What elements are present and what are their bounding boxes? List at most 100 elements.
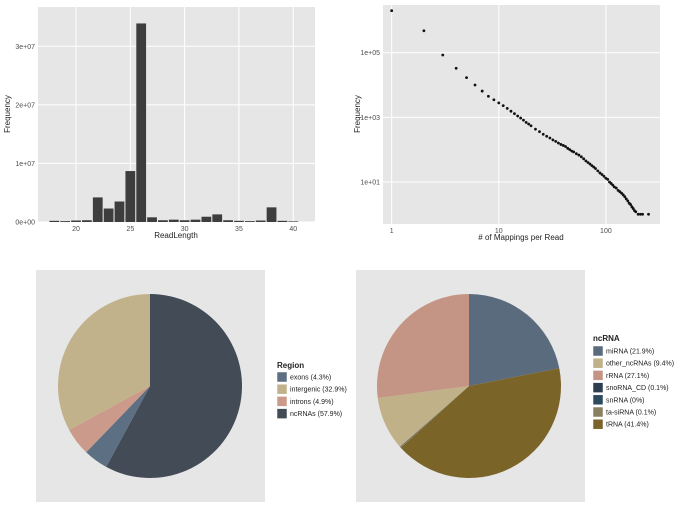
histogram-plot-background [38,7,315,222]
histogram-bar [147,217,157,222]
scatter-point [596,169,600,173]
scatter-point [631,207,635,210]
scatter-point [606,178,610,181]
histogram-bar [179,220,190,222]
scatter-point [441,53,445,57]
scatter-point [574,152,578,156]
histogram-bar [125,171,136,222]
ncrna-pie-slice [377,386,469,447]
scatter-point [541,132,545,136]
histogram-bar [168,219,179,222]
scatter-point [568,148,572,152]
ncrna-legend-swatch [592,418,604,430]
scatter-x-axis-label: # of Mappings per Read [478,233,563,242]
scatter-y-tick-label: 1e+05 [360,50,380,57]
region-legend-label: ncRNAs (57.9%) [290,411,342,418]
histogram-y-tick-label: 1e+07 [15,161,35,168]
scatter-x-tick-label: 1 [390,228,394,235]
scatter-point [538,130,541,134]
scatter-panel: 1 10 100 1e+01 1e+03 1e+05 # of Mappings per… [353,5,660,242]
ncrna-pie-panel: ncRNA miRNA (21.9%) other_ncRNAs (9.4%) rR… [356,270,674,502]
scatter-point [501,104,505,108]
histogram-bar [234,220,244,222]
scatter-point [454,66,458,70]
histogram-x-tick-label: 35 [235,226,243,233]
scatter-point [548,136,552,140]
histogram-y-axis-label: Frequency [3,95,12,133]
scatter-point [534,127,537,131]
ncrna-legend-label: snRNA (0%) [606,397,645,404]
scatter-point [486,94,490,98]
scatter-point [505,106,509,110]
scatter-point [598,171,602,175]
histogram-x-axis-label: ReadLength [154,231,198,240]
histogram-bar [49,220,60,222]
scatter-y-axis-label: Frequency [353,95,362,133]
ncrna-pie-slice [400,386,469,448]
scatter-point [422,29,426,33]
scatter-point [554,140,558,143]
histogram-bar [136,23,147,223]
region-pie-slice [86,386,150,467]
scatter-point [584,159,588,163]
scatter-point [509,109,513,113]
scatter-point [647,212,650,216]
scatter-point [588,162,592,166]
scatter-grid [383,5,660,224]
ncrna-legend-swatch [592,382,604,393]
region-legend-label: exons (4.3%) [290,375,331,382]
scatter-x-ticks: 1 10 100 [390,228,612,235]
ncrna-legend-label: miRNA (21.9%) [606,349,654,356]
scatter-point [586,161,590,164]
scatter-point [390,9,394,13]
region-legend-label: introns (4.9%) [290,399,334,406]
scatter-point [577,153,581,157]
region-legend-swatch [276,383,288,395]
scatter-point [572,150,576,154]
scatter-point [624,197,628,201]
histogram-x-ticks: 20 25 30 35 40 [72,226,297,233]
region-legend: exons (4.3%) intergenic (32.9%) introns (4… [276,371,347,419]
histogram-bar [201,216,212,222]
scatter-y-tick-label: 1e+03 [360,115,380,122]
histogram-bar [60,221,71,222]
scatter-point [623,195,627,199]
scatter-point [527,122,531,126]
scatter-point [579,155,583,159]
ncrna-legend-label: rRNA (27.1%) [606,373,649,380]
histogram-bar [71,220,81,222]
scatter-point [602,174,606,178]
scatter-point [594,167,597,170]
scatter-point [621,193,625,197]
scatter-point [465,76,468,79]
scatter-point [529,124,533,128]
scatter-point [626,199,630,203]
ncrna-legend-swatch [592,357,604,369]
scatter-point [629,203,632,206]
scatter-point [582,157,586,161]
scatter-point [480,89,484,93]
ncrna-pie-slice [399,386,469,448]
region-pie-slice [106,293,243,478]
scatter-point [516,114,520,118]
histogram-bar [212,214,223,222]
scatter-point [556,141,560,145]
scatter-point [559,143,563,146]
scatter-point [634,210,638,214]
scatter-point [639,212,642,216]
histogram-bar [244,221,255,222]
histogram-bar [223,220,233,222]
ncrna-legend-swatch [592,370,604,381]
scatter-point [522,118,525,122]
ncrna-legend: miRNA (21.9%) other_ncRNAs (9.4%) rRNA (27… [592,345,674,430]
ncrna-legend-label: tRNA (41.4%) [606,422,649,429]
region-legend-swatch [276,396,288,407]
scatter-point [492,98,496,102]
region-pie-slice [69,386,150,453]
histogram-bar [114,201,125,222]
histogram-bar [266,207,277,222]
scatter-point [641,212,644,216]
scatter-point [513,112,516,116]
histogram-y-ticks: 0e+00 1e+07 2e+07 3e+07 [15,44,35,227]
